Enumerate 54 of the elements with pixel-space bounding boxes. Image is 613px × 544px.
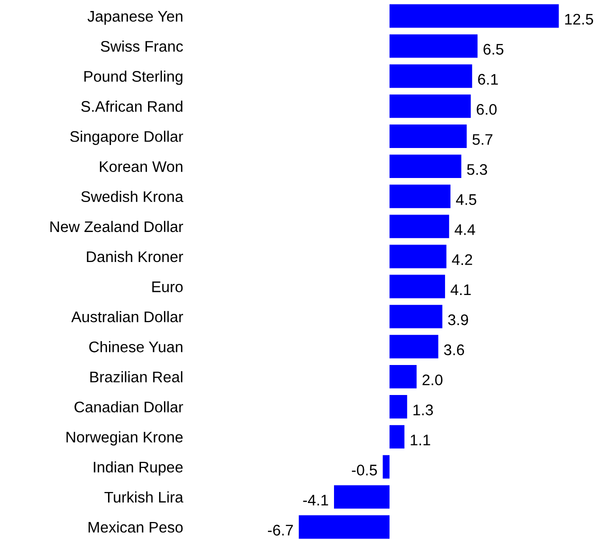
y-tick-label: S.African Rand xyxy=(81,100,182,112)
bar xyxy=(390,94,471,118)
y-tick-label: Swedish Krona xyxy=(81,190,184,202)
y-tick-label: Canadian Dollar xyxy=(74,401,184,412)
bar xyxy=(390,184,450,208)
bar xyxy=(390,364,417,388)
bar xyxy=(390,244,446,268)
bar xyxy=(390,4,559,28)
y-tick-label: Singapore Dollar xyxy=(70,130,184,145)
bar xyxy=(390,274,446,298)
bar xyxy=(382,455,390,479)
data-label: 1.1 xyxy=(410,434,430,446)
bar xyxy=(334,485,390,509)
y-tick-label: Mexican Peso xyxy=(88,521,183,533)
data-label: 6.5 xyxy=(484,44,504,55)
y-tick-label: Norwegian Krone xyxy=(66,431,183,446)
y-tick-label: Brazilian Real xyxy=(90,371,182,382)
data-label: 1.3 xyxy=(414,404,433,416)
data-label: 5.3 xyxy=(467,164,488,175)
bar xyxy=(390,395,408,418)
bar xyxy=(390,334,438,358)
data-label: 2.0 xyxy=(422,374,442,386)
y-tick-label: Pound Sterling xyxy=(84,70,182,85)
bar xyxy=(390,214,450,238)
bar xyxy=(390,64,472,88)
data-label: 3.6 xyxy=(444,344,464,356)
data-label: 4.1 xyxy=(450,284,471,295)
data-label: -0.5 xyxy=(352,464,377,476)
y-tick-label: New Zealand Dollar xyxy=(50,220,184,232)
y-tick-label: Australian Dollar xyxy=(71,311,184,322)
y-tick-label: Danish Kroner xyxy=(86,250,184,262)
data-label: 3.9 xyxy=(448,314,468,326)
bar xyxy=(298,515,390,539)
bar xyxy=(390,124,467,148)
data-label: -6.7 xyxy=(268,524,293,536)
data-label: 4.2 xyxy=(452,254,472,265)
data-label: 12.5 xyxy=(565,14,594,25)
data-label: 6.0 xyxy=(476,104,497,115)
y-tick-label: Turkish Lira xyxy=(104,491,184,503)
bar xyxy=(390,425,404,449)
y-tick-label: Euro xyxy=(152,282,183,292)
data-label: 5.7 xyxy=(472,134,492,145)
data-label: -4.1 xyxy=(303,494,328,506)
bar xyxy=(390,154,462,178)
y-tick-label: Indian Rupee xyxy=(94,461,183,476)
data-label: 6.1 xyxy=(478,74,498,85)
bar xyxy=(390,34,478,58)
bar xyxy=(390,304,442,328)
y-tick-label: Chinese Yuan xyxy=(89,341,182,352)
data-label: 4.4 xyxy=(454,224,476,235)
y-tick-label: Swiss Franc xyxy=(100,40,183,52)
data-label: 4.5 xyxy=(456,194,476,205)
y-tick-label: Japanese Yen xyxy=(88,11,182,25)
y-tick-label: Korean Won xyxy=(100,161,182,172)
